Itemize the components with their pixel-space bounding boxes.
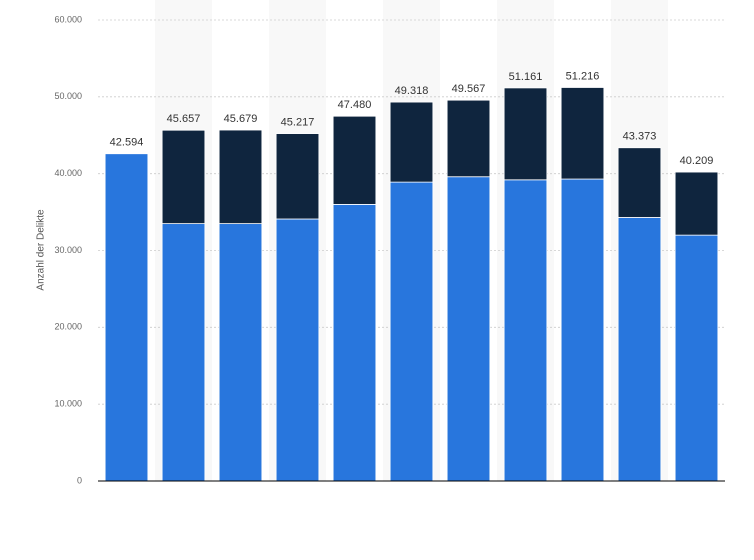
y-tick-label: 30.000 (54, 245, 82, 255)
bar-segment (674, 171, 719, 236)
bar-segment (275, 218, 320, 482)
y-tick-label: 50.000 (54, 91, 82, 101)
y-tick-label: 0 (77, 475, 82, 485)
total-label: 45.657 (167, 113, 201, 125)
bar-segment (674, 234, 719, 482)
bar-segment (446, 99, 491, 178)
total-label: 49.318 (395, 85, 429, 97)
y-tick-label: 20.000 (54, 322, 82, 332)
bar-segment (617, 217, 662, 482)
bar-segment (275, 133, 320, 220)
total-label: 51.216 (566, 70, 600, 82)
bar-segment (560, 178, 605, 482)
bar-segment (389, 181, 434, 482)
bar-segment (104, 153, 149, 482)
y-axis-label: Anzahl der Delikte (36, 209, 47, 291)
total-label: 40.209 (680, 155, 714, 167)
bar-segment (332, 115, 377, 205)
total-label: 43.373 (623, 131, 657, 143)
bar-segment (617, 147, 662, 218)
bar-segment (161, 223, 206, 482)
bar-segment (560, 87, 605, 180)
bar-segment (218, 223, 263, 482)
y-tick-label: 10.000 (54, 399, 82, 409)
bar-segment (503, 87, 548, 181)
total-label: 51.161 (509, 71, 543, 83)
total-label: 45.217 (281, 116, 315, 128)
y-tick-label: 40.000 (54, 168, 82, 178)
bar-segment (446, 176, 491, 482)
total-label: 47.480 (338, 99, 372, 111)
bar-segment (218, 129, 263, 225)
total-label: 42.594 (110, 137, 144, 149)
bar-segment (161, 129, 206, 225)
bar-segment (503, 179, 548, 482)
bar-segment (332, 203, 377, 482)
bar-segment (389, 101, 434, 183)
y-tick-label: 60.000 (54, 14, 82, 24)
total-label: 45.679 (224, 113, 258, 125)
total-label: 49.567 (452, 83, 486, 95)
